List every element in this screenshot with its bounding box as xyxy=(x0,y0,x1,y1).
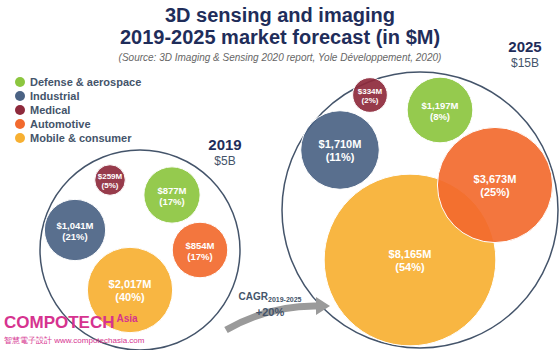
svg-text:$1,041M(21%): $1,041M(21%) xyxy=(57,220,94,242)
svg-text:2019-2025 market forecast (in: 2019-2025 market forecast (in $M) xyxy=(120,26,440,48)
svg-text:Industrial: Industrial xyxy=(30,90,80,102)
svg-text:$1,710M(11%): $1,710M(11%) xyxy=(319,138,362,163)
svg-text:Defense & aerospace: Defense & aerospace xyxy=(30,76,141,88)
svg-text:+20%: +20% xyxy=(256,306,285,318)
svg-text:Mobile & consumer: Mobile & consumer xyxy=(30,132,132,144)
svg-text:$334M(2%): $334M(2%) xyxy=(358,87,383,105)
svg-text:(Source: 3D Imaging & Sensing: (Source: 3D Imaging & Sensing 2020 repor… xyxy=(119,52,442,63)
svg-text:2019: 2019 xyxy=(208,136,241,153)
svg-text:$259M(5%): $259M(5%) xyxy=(98,172,123,190)
svg-text:$2,017M(40%): $2,017M(40%) xyxy=(109,278,152,303)
svg-text:$854M(17%): $854M(17%) xyxy=(185,240,214,262)
svg-text:$1,197M(8%): $1,197M(8%) xyxy=(422,100,459,122)
svg-text:$3,673M(25%): $3,673M(25%) xyxy=(474,173,517,198)
svg-text:COMPOTECHAsia: COMPOTECHAsia xyxy=(4,313,138,332)
svg-text:智慧電子設計 www.compotechasia.com: 智慧電子設計 www.compotechasia.com xyxy=(4,336,145,345)
svg-text:$15B: $15B xyxy=(511,56,539,70)
svg-text:CAGR2019-2025: CAGR2019-2025 xyxy=(239,291,302,303)
svg-text:$877M(17%): $877M(17%) xyxy=(157,185,186,207)
svg-text:$5B: $5B xyxy=(214,154,235,168)
svg-text:$8,165M(54%): $8,165M(54%) xyxy=(389,248,432,273)
svg-text:3D sensing and imaging: 3D sensing and imaging xyxy=(165,4,395,26)
svg-text:Medical: Medical xyxy=(30,104,70,116)
svg-text:2025: 2025 xyxy=(508,38,541,55)
svg-text:Automotive: Automotive xyxy=(30,118,91,130)
